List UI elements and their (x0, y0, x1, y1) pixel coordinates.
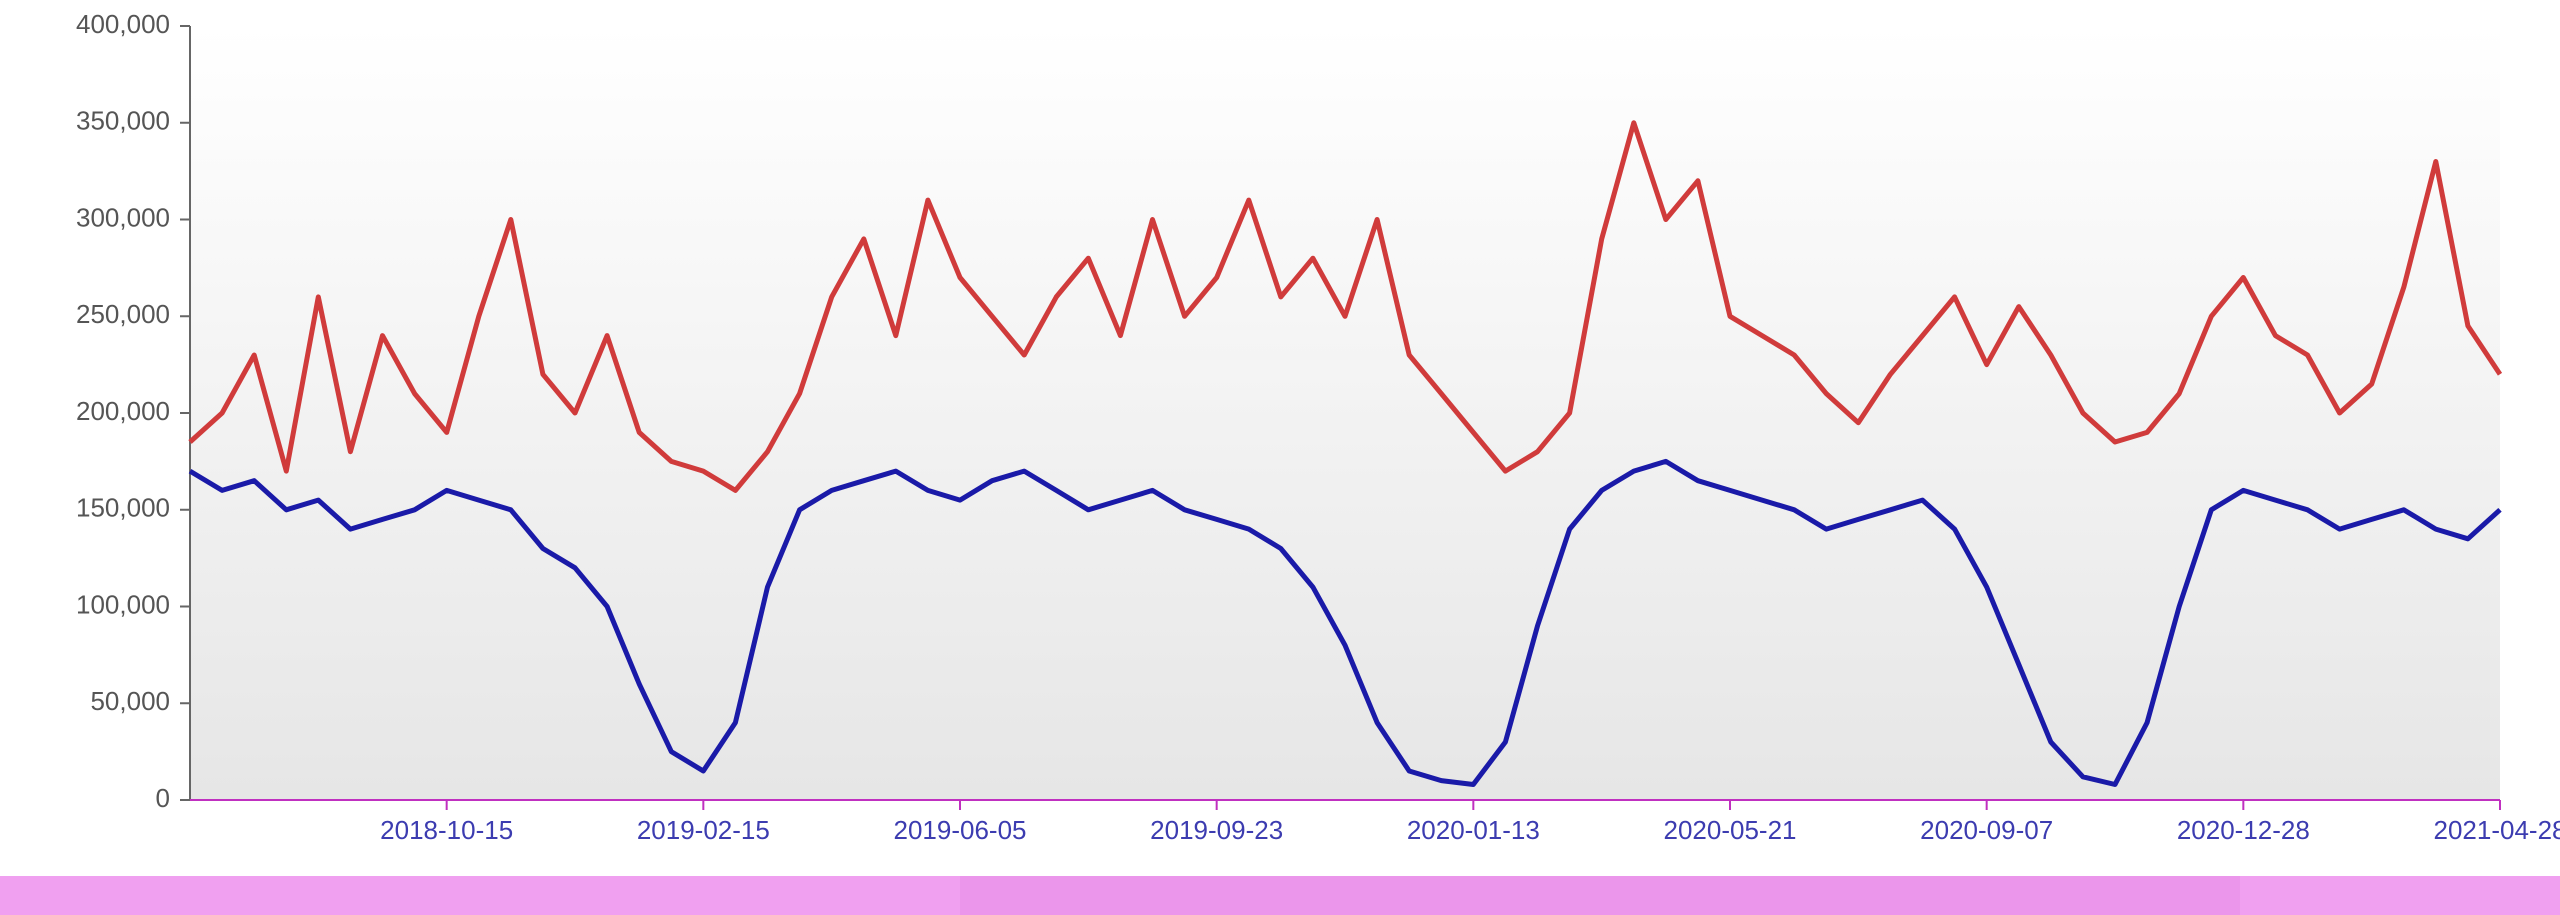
plot-background (190, 26, 2500, 800)
y-tick-label: 200,000 (76, 396, 170, 426)
x-tick-label: 2020-05-21 (1664, 815, 1797, 845)
x-tick-label: 2020-09-07 (1920, 815, 2053, 845)
x-tick-label: 2019-09-23 (1150, 815, 1283, 845)
y-tick-label: 50,000 (90, 686, 170, 716)
x-tick-label: 2019-02-15 (637, 815, 770, 845)
y-tick-label: 100,000 (76, 589, 170, 619)
y-tick-label: 150,000 (76, 493, 170, 523)
series-line (188, 458, 2502, 787)
y-tick-label: 400,000 (76, 9, 170, 39)
navigator-window[interactable] (960, 876, 2240, 915)
x-tick-label: 2018-10-15 (380, 815, 513, 845)
y-tick-label: 0 (156, 783, 170, 813)
x-tick-label: 2020-12-28 (2177, 815, 2310, 845)
x-tick-label: 2019-06-05 (894, 815, 1027, 845)
y-tick-label: 350,000 (76, 106, 170, 136)
y-tick-label: 300,000 (76, 202, 170, 232)
y-tick-label: 250,000 (76, 299, 170, 329)
x-tick-label: 2020-01-13 (1407, 815, 1540, 845)
series-line (188, 120, 2503, 493)
x-tick-label: 2021-04-28 (2434, 815, 2560, 845)
